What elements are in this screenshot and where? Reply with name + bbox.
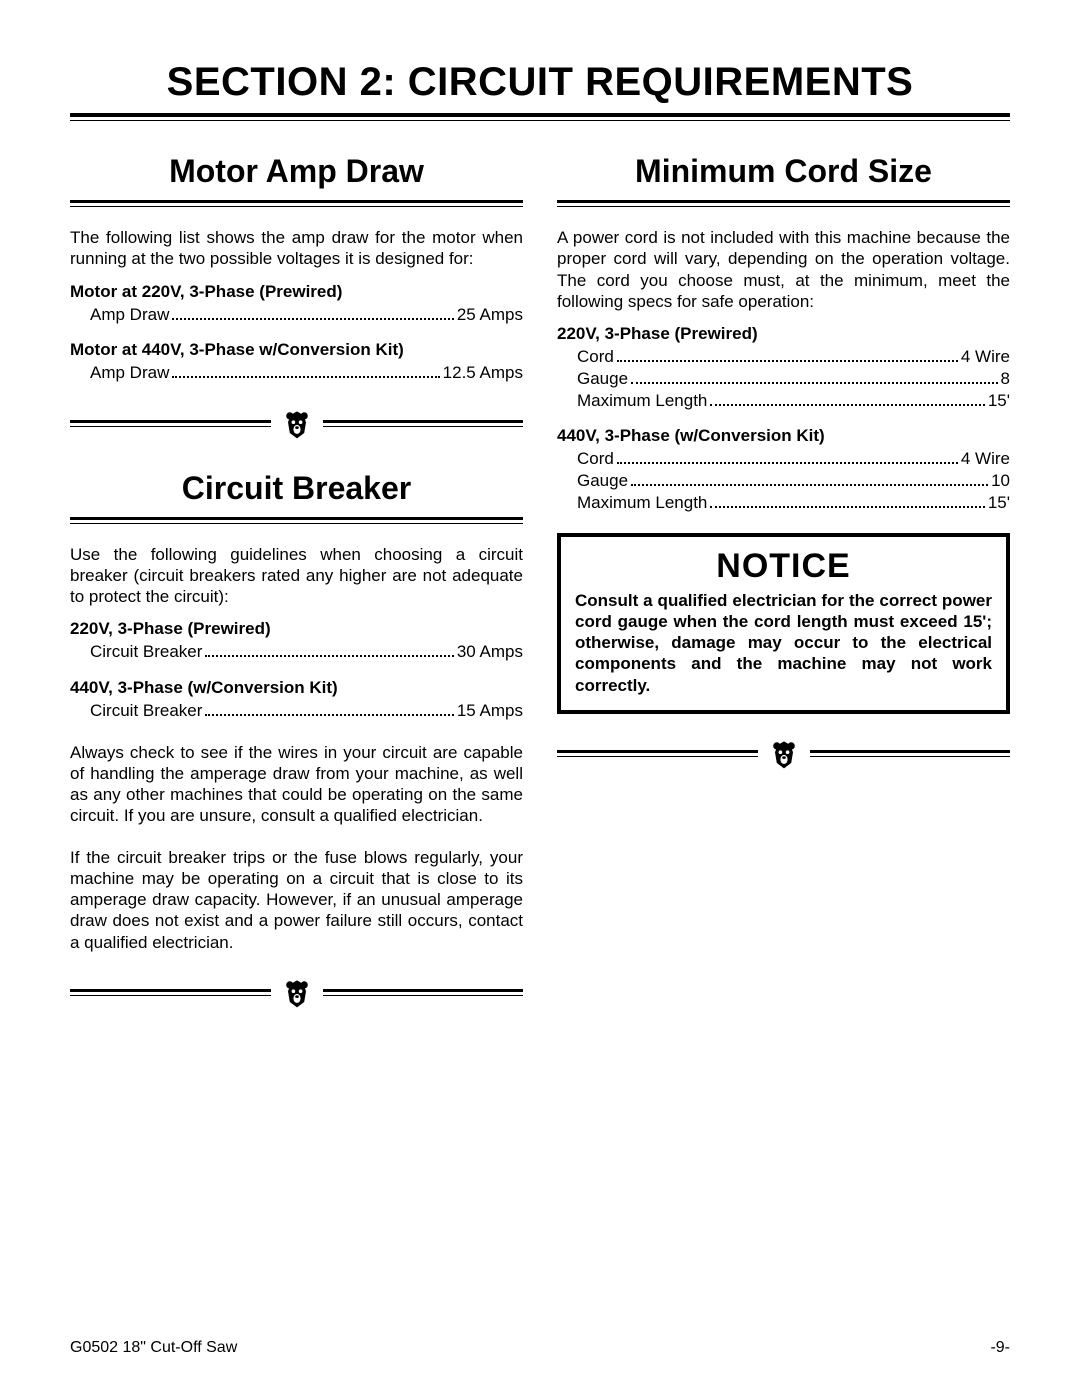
spec-value: 30 Amps xyxy=(457,641,523,663)
content-columns: Motor Amp Draw The following list shows … xyxy=(70,153,1010,1039)
cord-220v-title: 220V, 3-Phase (Prewired) xyxy=(557,324,1010,344)
spec-label: Circuit Breaker xyxy=(90,700,202,722)
spec-row: Gauge 8 xyxy=(557,368,1010,390)
motor-220v-title: Motor at 220V, 3-Phase (Prewired) xyxy=(70,282,523,302)
spec-row: Maximum Length 15' xyxy=(557,492,1010,514)
spec-value: 12.5 Amps xyxy=(443,362,523,384)
spec-row: Cord 4 Wire xyxy=(557,448,1010,470)
motor-440v-row: Amp Draw 12.5 Amps xyxy=(70,362,523,384)
page-footer: G0502 18" Cut-Off Saw -9- xyxy=(70,1339,1010,1357)
bear-divider xyxy=(70,404,523,444)
breaker-440v-block: 440V, 3-Phase (w/Conversion Kit) Circuit… xyxy=(70,678,523,722)
notice-title: NOTICE xyxy=(575,547,992,586)
dot-leader xyxy=(617,462,958,464)
bear-divider xyxy=(557,734,1010,774)
spec-row: Gauge 10 xyxy=(557,470,1010,492)
breaker-440v-row: Circuit Breaker 15 Amps xyxy=(70,700,523,722)
breaker-para1: Always check to see if the wires in your… xyxy=(70,742,523,827)
cord-440v-title: 440V, 3-Phase (w/Conversion Kit) xyxy=(557,426,1010,446)
spec-label: Amp Draw xyxy=(90,304,169,326)
motor-220v-row: Amp Draw 25 Amps xyxy=(70,304,523,326)
title-rule xyxy=(70,113,1010,121)
motor-amp-heading: Motor Amp Draw xyxy=(70,153,523,190)
notice-box: NOTICE Consult a qualified electrician f… xyxy=(557,533,1010,714)
motor-amp-intro: The following list shows the amp draw fo… xyxy=(70,227,523,270)
right-column: Minimum Cord Size A power cord is not in… xyxy=(557,153,1010,1039)
spec-label: Gauge xyxy=(577,368,628,390)
spec-value: 10 xyxy=(991,470,1010,492)
spec-label: Gauge xyxy=(577,470,628,492)
cord-220v-block: 220V, 3-Phase (Prewired) Cord 4 Wire Gau… xyxy=(557,324,1010,412)
breaker-220v-block: 220V, 3-Phase (Prewired) Circuit Breaker… xyxy=(70,619,523,663)
breaker-220v-title: 220V, 3-Phase (Prewired) xyxy=(70,619,523,639)
spec-label: Cord xyxy=(577,448,614,470)
breaker-heading: Circuit Breaker xyxy=(70,470,523,507)
notice-body: Consult a qualified electrician for the … xyxy=(575,590,992,696)
dot-leader xyxy=(631,382,997,384)
spec-value: 15' xyxy=(988,390,1010,412)
bear-divider xyxy=(70,973,523,1013)
cord-440v-block: 440V, 3-Phase (w/Conversion Kit) Cord 4 … xyxy=(557,426,1010,514)
spec-value: 15 Amps xyxy=(457,700,523,722)
breaker-220v-row: Circuit Breaker 30 Amps xyxy=(70,641,523,663)
spec-label: Amp Draw xyxy=(90,362,169,384)
bear-icon xyxy=(277,973,317,1013)
spec-label: Maximum Length xyxy=(577,492,707,514)
subhead-rule xyxy=(70,200,523,207)
dot-leader xyxy=(205,714,453,716)
spec-label: Cord xyxy=(577,346,614,368)
spec-value: 15' xyxy=(988,492,1010,514)
spec-value: 4 Wire xyxy=(961,448,1010,470)
motor-220v-block: Motor at 220V, 3-Phase (Prewired) Amp Dr… xyxy=(70,282,523,326)
cord-intro: A power cord is not included with this m… xyxy=(557,227,1010,312)
spec-value: 4 Wire xyxy=(961,346,1010,368)
dot-leader xyxy=(617,360,958,362)
dot-leader xyxy=(172,376,439,378)
subhead-rule xyxy=(70,517,523,524)
spec-value: 25 Amps xyxy=(457,304,523,326)
dot-leader xyxy=(205,655,453,657)
dot-leader xyxy=(710,404,984,406)
breaker-para2: If the circuit breaker trips or the fuse… xyxy=(70,847,523,953)
spec-value: 8 xyxy=(1001,368,1010,390)
bear-icon xyxy=(277,404,317,444)
footer-page-number: -9- xyxy=(990,1339,1010,1357)
dot-leader xyxy=(631,484,988,486)
footer-product: G0502 18" Cut-Off Saw xyxy=(70,1339,237,1357)
spec-label: Maximum Length xyxy=(577,390,707,412)
dot-leader xyxy=(172,318,453,320)
breaker-440v-title: 440V, 3-Phase (w/Conversion Kit) xyxy=(70,678,523,698)
motor-440v-title: Motor at 440V, 3-Phase w/Conversion Kit) xyxy=(70,340,523,360)
spec-label: Circuit Breaker xyxy=(90,641,202,663)
left-column: Motor Amp Draw The following list shows … xyxy=(70,153,523,1039)
motor-440v-block: Motor at 440V, 3-Phase w/Conversion Kit)… xyxy=(70,340,523,384)
section-title: SECTION 2: CIRCUIT REQUIREMENTS xyxy=(70,60,1010,105)
bear-icon xyxy=(764,734,804,774)
cord-heading: Minimum Cord Size xyxy=(557,153,1010,190)
spec-row: Maximum Length 15' xyxy=(557,390,1010,412)
spec-row: Cord 4 Wire xyxy=(557,346,1010,368)
dot-leader xyxy=(710,506,984,508)
breaker-intro: Use the following guidelines when choosi… xyxy=(70,544,523,608)
subhead-rule xyxy=(557,200,1010,207)
